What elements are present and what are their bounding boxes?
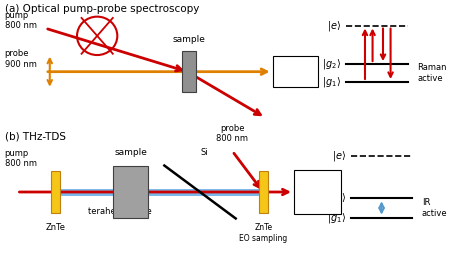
Text: Raman
active: Raman active <box>417 63 447 83</box>
Text: ZnTe
EO sampling: ZnTe EO sampling <box>239 223 288 243</box>
Bar <box>51 171 60 213</box>
Text: polari-
meter: polari- meter <box>283 62 308 81</box>
Text: $| g_1 \rangle$: $| g_1 \rangle$ <box>322 75 341 89</box>
Text: terahertz wave: terahertz wave <box>88 207 151 216</box>
Text: probe
900 nm: probe 900 nm <box>5 49 36 69</box>
Text: $| g_1 \rangle$: $| g_1 \rangle$ <box>327 211 346 225</box>
Text: sample: sample <box>114 148 147 157</box>
Text: probe
800 nm: probe 800 nm <box>216 124 248 143</box>
Text: ZnTe: ZnTe <box>46 223 65 232</box>
Text: polari-
meter: polari- meter <box>305 182 330 202</box>
Text: $| e \rangle$: $| e \rangle$ <box>332 149 346 163</box>
Bar <box>294 170 341 214</box>
Text: IR
active: IR active <box>422 198 447 218</box>
Bar <box>113 166 148 218</box>
Text: sample: sample <box>173 35 206 44</box>
Bar <box>182 51 196 92</box>
Text: $| g_2 \rangle$: $| g_2 \rangle$ <box>327 191 346 205</box>
Text: Si: Si <box>201 147 209 157</box>
Text: $| e \rangle$: $| e \rangle$ <box>327 19 341 33</box>
Text: $| g_2 \rangle$: $| g_2 \rangle$ <box>322 57 341 71</box>
Text: pump
800 nm: pump 800 nm <box>5 11 37 30</box>
Text: (b) THz-TDS: (b) THz-TDS <box>5 132 66 142</box>
Bar <box>259 171 268 213</box>
Text: (a) Optical pump-probe spectroscopy: (a) Optical pump-probe spectroscopy <box>5 4 199 14</box>
Text: pump
800 nm: pump 800 nm <box>5 149 37 168</box>
Bar <box>273 56 318 87</box>
